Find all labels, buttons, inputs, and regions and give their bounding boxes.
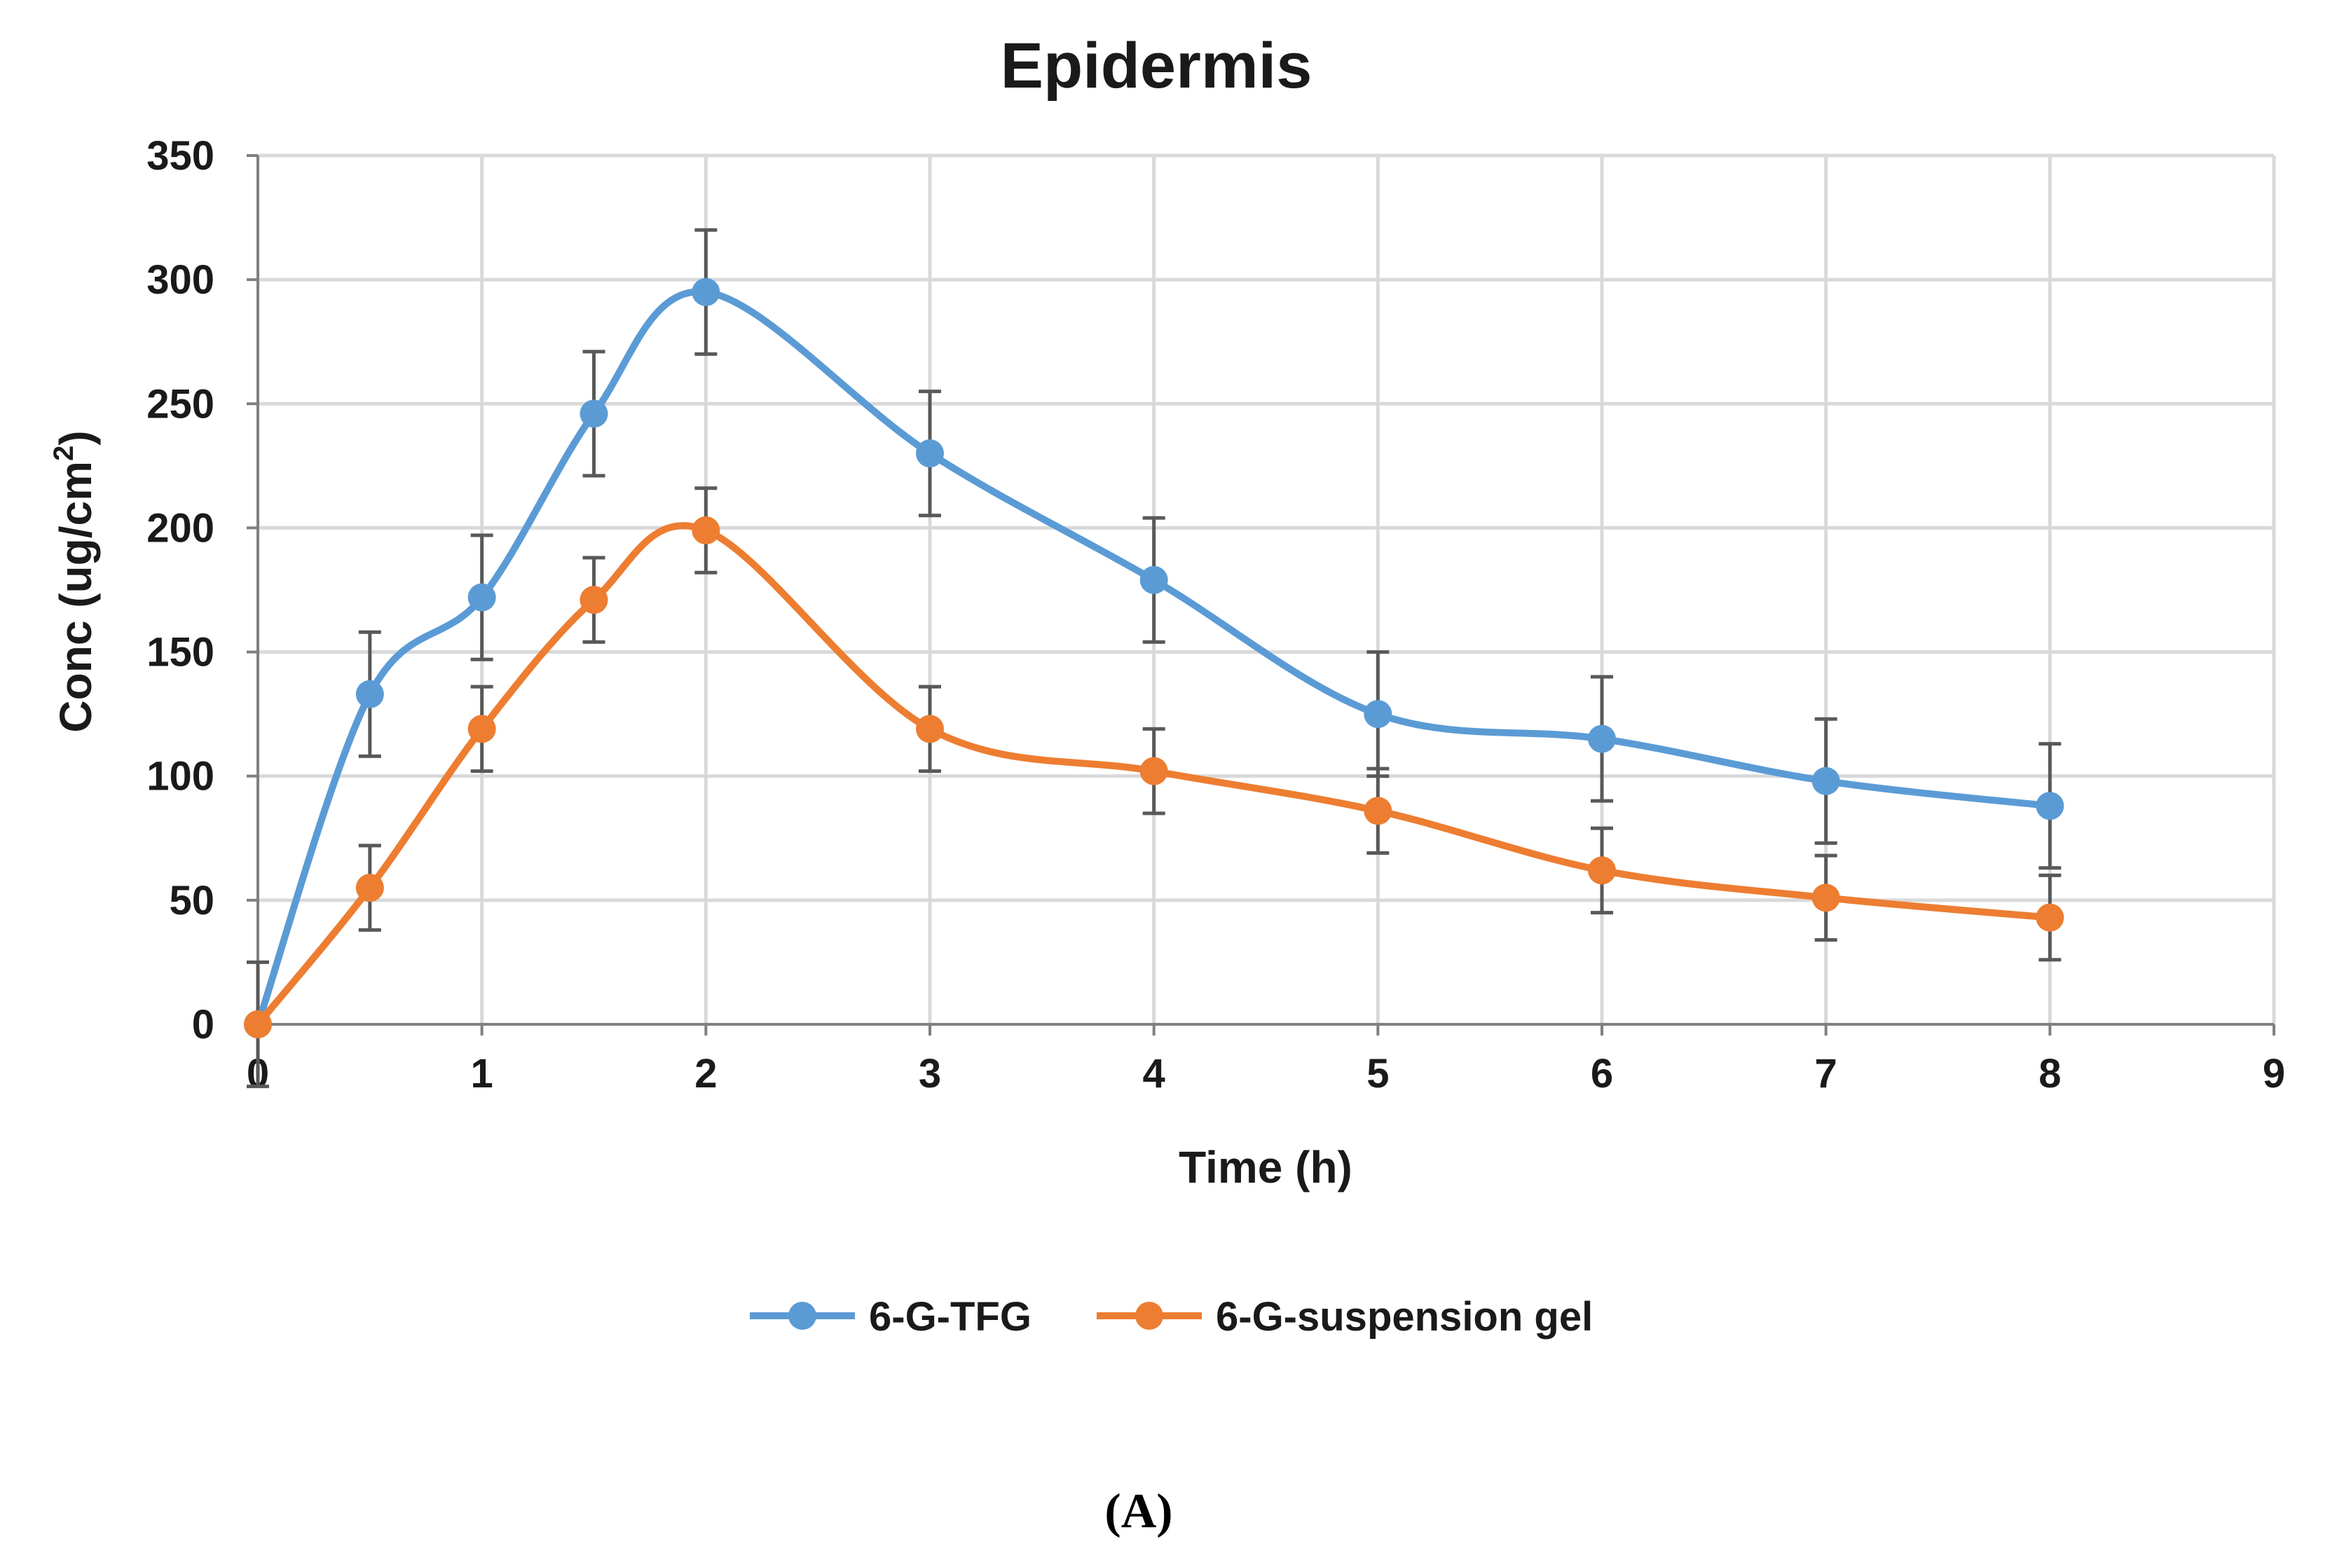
y-tick-label: 0 [192, 1002, 214, 1047]
y-tick-label: 350 [146, 133, 214, 179]
data-point [355, 680, 384, 708]
y-tick-label: 150 [146, 630, 214, 675]
data-point [1588, 724, 1616, 753]
y-axis-label-close: ) [50, 430, 101, 445]
y-tick-label: 200 [146, 505, 214, 551]
y-axis-label-sup: 2 [48, 446, 79, 461]
y-tick-label: 300 [146, 257, 214, 303]
x-tick-label: 5 [1366, 1051, 1389, 1096]
series-layer [244, 228, 2064, 1089]
data-point [916, 715, 944, 743]
data-point [467, 715, 496, 743]
data-point [355, 874, 384, 902]
x-tick-label: 1 [471, 1051, 493, 1096]
data-point [1811, 766, 1840, 795]
y-axis-label-main: Conc (ug/cm [50, 461, 101, 733]
data-point [2036, 903, 2064, 932]
data-point [1588, 856, 1616, 885]
data-point [1364, 797, 1392, 825]
legend-marker [1135, 1302, 1163, 1330]
data-point [692, 277, 720, 306]
chart-title: Epidermis [1001, 30, 1313, 102]
y-axis-label: Conc (ug/cm2) [48, 430, 101, 732]
data-point [580, 586, 608, 614]
data-point [2036, 792, 2064, 820]
x-tick-label: 8 [2038, 1051, 2061, 1096]
legend-label: 6-G-suspension gel [1216, 1294, 1593, 1340]
legend-item-1: 6-G-TFG [750, 1294, 1032, 1340]
gridlines [258, 153, 2276, 1024]
x-tick-label: 6 [1591, 1051, 1613, 1096]
data-point [692, 516, 720, 544]
y-tick-label: 250 [146, 381, 214, 427]
x-tick-label: 4 [1143, 1051, 1165, 1096]
data-point [1139, 757, 1168, 785]
y-tick-labels: 0 50 100 150 200 250 300 350 [146, 133, 214, 1047]
x-tick-label: 2 [694, 1051, 717, 1096]
panel-label: (A) [1104, 1485, 1172, 1539]
series-2 [244, 486, 2064, 1038]
data-point [467, 583, 496, 612]
data-point [244, 1010, 272, 1038]
legend-item-2: 6-G-suspension gel [1097, 1294, 1593, 1340]
y-tick-label: 100 [146, 754, 214, 799]
legend-label: 6-G-TFG [869, 1294, 1032, 1340]
series-line [255, 522, 2050, 1027]
legend-marker [788, 1302, 816, 1330]
data-point [916, 439, 944, 468]
y-tick-label: 50 [169, 878, 214, 923]
x-tick-label: 7 [1815, 1051, 1837, 1096]
data-point [1364, 700, 1392, 729]
x-tick-label: 9 [2263, 1051, 2285, 1096]
legend: 6-G-TFG 6-G-suspension gel [750, 1294, 1593, 1340]
x-axis-label: Time (h) [1179, 1142, 1352, 1192]
data-point [1811, 883, 1840, 912]
x-tick-label: 3 [919, 1051, 941, 1096]
axes [247, 154, 2275, 1036]
data-point [1139, 565, 1168, 594]
data-point [580, 399, 608, 428]
